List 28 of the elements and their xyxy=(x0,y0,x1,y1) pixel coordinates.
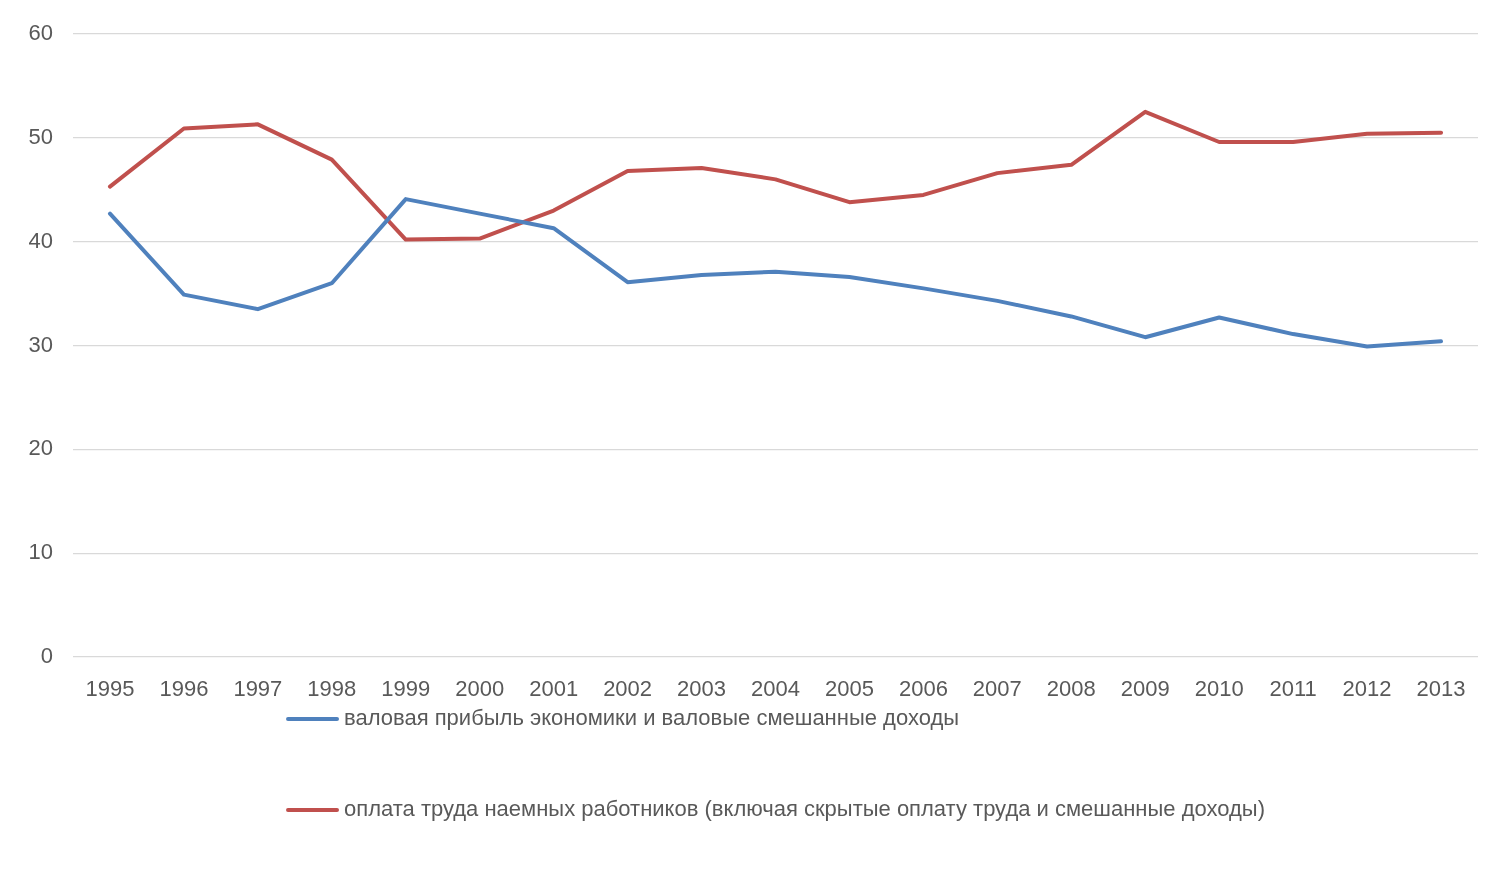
y-tick-label: 60 xyxy=(28,20,53,46)
x-tick-label: 1996 xyxy=(159,676,209,702)
x-tick-label: 2005 xyxy=(824,676,874,702)
legend-label: валовая прибыль экономики и валовые смешанные доходы xyxy=(344,705,960,731)
x-tick-label: 2004 xyxy=(751,676,800,702)
y-tick-label: 40 xyxy=(28,227,53,253)
x-tick-label: 1995 xyxy=(85,676,135,702)
x-tick-label: 2000 xyxy=(455,676,505,702)
y-tick-label: 0 xyxy=(40,643,53,669)
y-tick-label: 50 xyxy=(28,123,53,149)
x-tick-label: 2013 xyxy=(1416,676,1466,702)
legend-label: оплата труда наемных работников (включая скрытые оплату труда и смешанные доходы) xyxy=(344,796,1265,822)
x-tick-label: 2010 xyxy=(1194,676,1244,702)
x-tick-label: 2002 xyxy=(603,676,653,702)
y-tick-label: 20 xyxy=(28,435,53,461)
y-tick-label: 10 xyxy=(28,539,53,565)
x-tick-label: 2003 xyxy=(677,676,727,702)
x-tick-label: 1998 xyxy=(307,676,357,702)
x-tick-label: 2009 xyxy=(1120,676,1170,702)
x-tick-label: 2008 xyxy=(1046,676,1096,702)
x-tick-label: 2011 xyxy=(1269,676,1317,702)
y-tick-label: 30 xyxy=(28,331,53,357)
x-tick-label: 1999 xyxy=(381,676,431,702)
x-tick-label: 1997 xyxy=(233,676,283,702)
x-tick-label: 2001 xyxy=(529,676,579,702)
x-tick-label: 2012 xyxy=(1342,676,1392,702)
x-tick-label: 2007 xyxy=(972,676,1022,702)
x-tick-label: 2006 xyxy=(898,676,948,702)
